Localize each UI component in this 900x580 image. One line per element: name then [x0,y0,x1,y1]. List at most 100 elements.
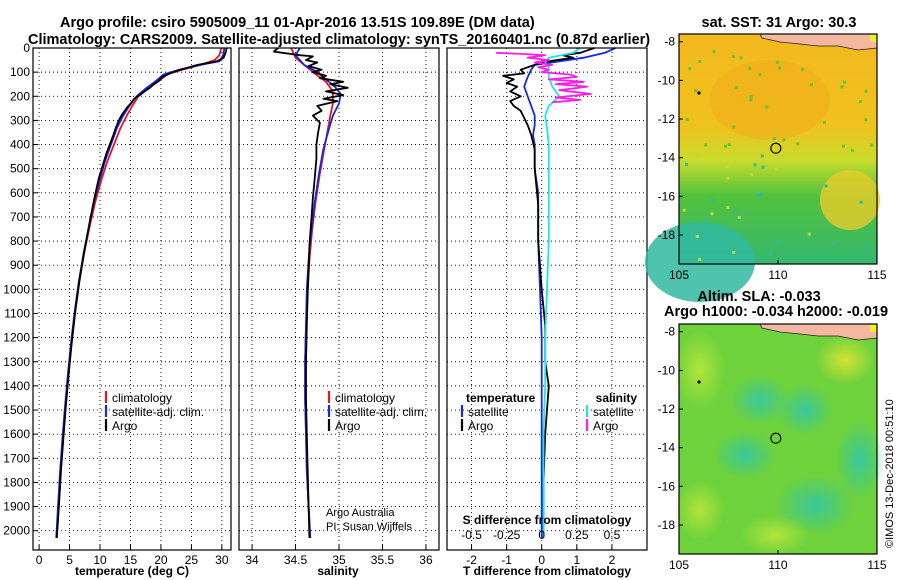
imos-timestamp: ©IMOS 13-Dec-2018 00:51:10 [884,399,896,548]
sst-speckle [725,164,729,168]
sla-blob [675,480,725,540]
sla-blob [740,515,810,555]
map-x-tick-label: 115 [867,558,886,572]
sst-speckle [782,138,786,142]
sst-speckle [682,208,686,212]
sla-corner-patch [870,324,877,332]
sst-speckle [750,173,754,176]
sst-speckle [824,184,828,188]
sst-speckle [737,216,741,219]
map-y-tick-label: -14 [658,151,676,165]
sst-speckle [859,200,863,204]
x-tick-label: 2 [609,553,616,567]
map-x-tick-label: 110 [768,268,787,282]
temperature-axes-frame [32,47,232,551]
float-position-marker [770,142,782,154]
sst-speckle [832,242,836,246]
sst-speckle [726,176,730,180]
sla-blob [777,384,833,436]
sst-speckle [727,143,731,147]
x-tick-label: 34 [245,553,259,567]
y-tick-label: 1200 [3,331,30,345]
sst-speckle [739,56,743,60]
series-line-climatology [55,47,223,538]
sst-speckle [760,193,764,196]
y-tick-label: 200 [10,89,30,103]
sst-speckle [765,154,769,158]
y-tick-label: 0 [23,41,30,55]
sst-speckle [749,98,753,102]
sst-speckle [848,173,852,177]
sst-speckle [731,55,735,59]
sst-speckle [724,144,727,148]
legend-label-climatology: climatology [335,391,395,405]
s-difference-xlabel: S difference from climatology [463,513,632,527]
legend-label-t-satellite: satellite [468,405,509,419]
y-tick-label: 2000 [3,524,30,538]
sla-map-title: Altim. SLA: -0.033 [697,289,820,305]
sst-corner-patch [870,34,877,42]
map-y-tick-label: -18 [658,228,676,242]
sst-speckle [864,89,868,93]
y-tick-label: 1600 [3,427,30,441]
y-tick-label: 800 [10,234,30,248]
x-tick-label: 0 [538,553,545,567]
sst-speckle [694,89,698,93]
island-dot [697,91,701,95]
sst-speckle [698,60,702,63]
legend-label-argo: Argo [112,419,138,433]
sla-blob [675,330,725,410]
y-tick-label: 700 [10,210,30,224]
x-tick-label: 15 [124,553,138,567]
sst-speckle [726,206,730,209]
sst-cool-patch [645,222,755,302]
sst-map-title: sat. SST: 31 Argo: 30.3 [702,15,857,31]
sst-speckle [685,162,688,166]
sst-speckle [690,247,694,251]
sst-speckle [704,143,708,147]
map-y-tick-label: -10 [658,363,676,377]
x-tick-label: 20 [154,553,168,567]
legend-title-salinity: salinity [596,391,638,405]
y-tick-label: 1700 [3,451,30,465]
legend-label-s-satellite: satellite [593,405,634,419]
y-tick-label: 600 [10,186,30,200]
difference-panel: -2 -1 0 1 2 -0.5 -0.25 0 0.25 0.5 S difference f… [446,47,648,578]
map-y-tick-label: -16 [658,479,676,493]
sst-speckle [685,118,689,121]
sst-speckle [866,244,870,248]
x-tick-label: 30 [215,553,229,567]
series-line-satellite [542,47,581,538]
sla-blob [835,420,885,500]
salinity-legend: climatology satellite-adj. clim. Argo [327,391,427,433]
y-tick-label: 1800 [3,475,30,489]
map-y-tick-label: -8 [664,325,675,339]
legend-title-temperature: temperature [466,391,536,405]
sst-speckle [870,143,874,147]
s-diff-tick-label: 0.25 [565,528,589,542]
sst-speckle [753,163,757,167]
sst-speckle [734,152,738,156]
t-difference-xlabel: T difference from climatology [463,564,631,578]
sst-speckle [842,80,846,84]
map-x-tick-label: 115 [867,268,886,282]
series-line-climatology [290,47,334,538]
sst-warm-patch [820,170,880,230]
sst-speckle [769,253,772,257]
sst-speckle [761,165,765,169]
sst-speckle [826,187,830,191]
temperature-legend: climatology satellite-adj. clim. Argo [104,391,204,433]
x-tick-label: 35.5 [371,553,395,567]
x-tick-label: -1 [501,553,512,567]
sst-speckle [840,85,844,89]
sst-speckle [688,67,692,71]
sst-speckle [732,125,736,129]
series-line-satellite-adj-clim- [55,47,226,538]
sst-speckle [749,95,753,99]
sst-speckle [705,216,708,220]
x-tick-label: 5 [66,553,73,567]
map-x-tick-label: 105 [669,268,689,282]
map-y-tick-label: -8 [664,35,675,49]
sst-speckle [732,211,736,214]
legend-label-t-argo: Argo [468,419,494,433]
